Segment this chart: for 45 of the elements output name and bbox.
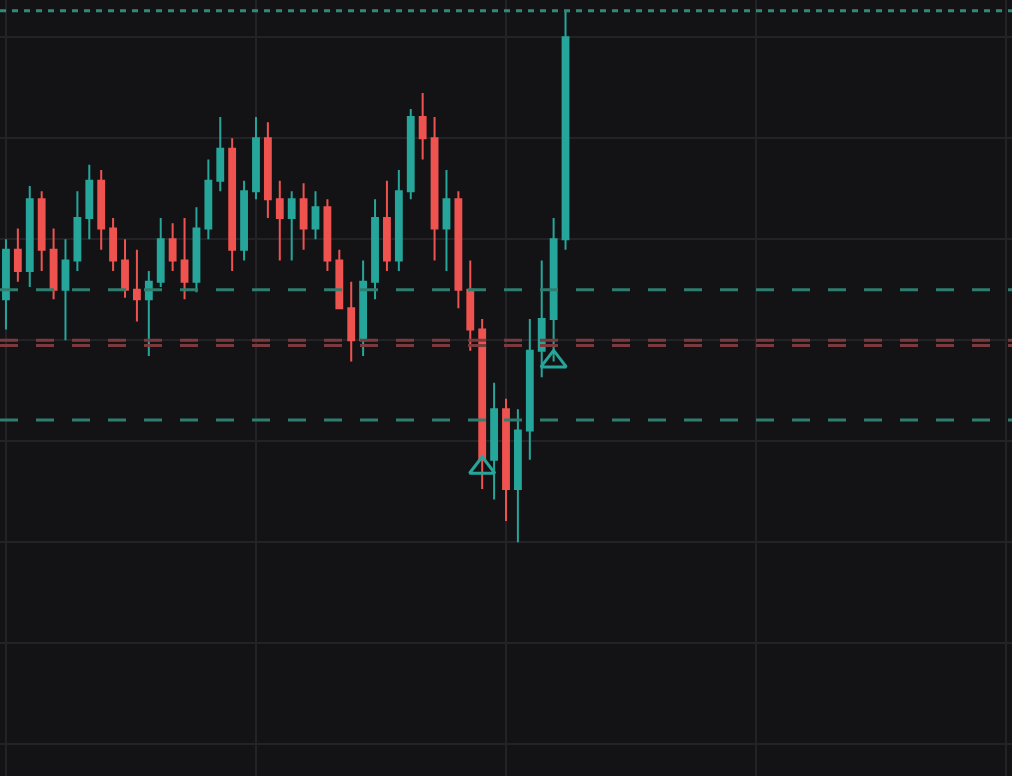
- candlestick: [2, 238, 10, 331]
- candlestick: [252, 115, 260, 201]
- candlestick: [323, 198, 332, 273]
- candlestick: [228, 137, 237, 273]
- candlestick: [442, 169, 451, 273]
- candlestick: [204, 158, 213, 241]
- candlestick: [37, 190, 46, 273]
- candlestick: [525, 317, 534, 461]
- candlestick: [383, 179, 391, 273]
- candlestick: [156, 216, 165, 289]
- candlestick: [133, 248, 141, 323]
- candlestick: [430, 115, 439, 262]
- candlestick: [144, 270, 153, 358]
- candlestick: [180, 216, 189, 301]
- candlestick: [192, 206, 201, 294]
- candlestick: [275, 179, 284, 262]
- candlestick: [454, 190, 463, 310]
- candlestick: [299, 182, 308, 251]
- candlestick: [49, 227, 58, 301]
- candlestick: [478, 317, 487, 490]
- candlestick: [371, 198, 379, 301]
- candlestick: [347, 280, 356, 363]
- candlestick: [335, 248, 344, 310]
- candlestick: [109, 216, 118, 273]
- candlestick: [561, 9, 570, 251]
- candlestick: [13, 227, 22, 283]
- candlestick: [359, 259, 368, 358]
- candlestick: [168, 222, 177, 273]
- candlestick: [406, 107, 415, 201]
- candlestick: [513, 408, 522, 544]
- candlestick: [466, 259, 475, 352]
- candlestick: [311, 190, 320, 241]
- candlestick: [240, 179, 248, 262]
- candlestick: [502, 397, 510, 522]
- candlestick: [97, 169, 106, 251]
- candlestick: [25, 185, 34, 289]
- candlestick: [418, 92, 427, 161]
- candlestick: [85, 163, 94, 241]
- candlestick: [263, 121, 272, 219]
- candlestick: [394, 169, 403, 273]
- candlestick: [61, 238, 70, 342]
- candlestick: [73, 190, 82, 273]
- candlestick: [287, 190, 296, 262]
- candlestick: [216, 115, 225, 193]
- candlestick: [121, 238, 129, 299]
